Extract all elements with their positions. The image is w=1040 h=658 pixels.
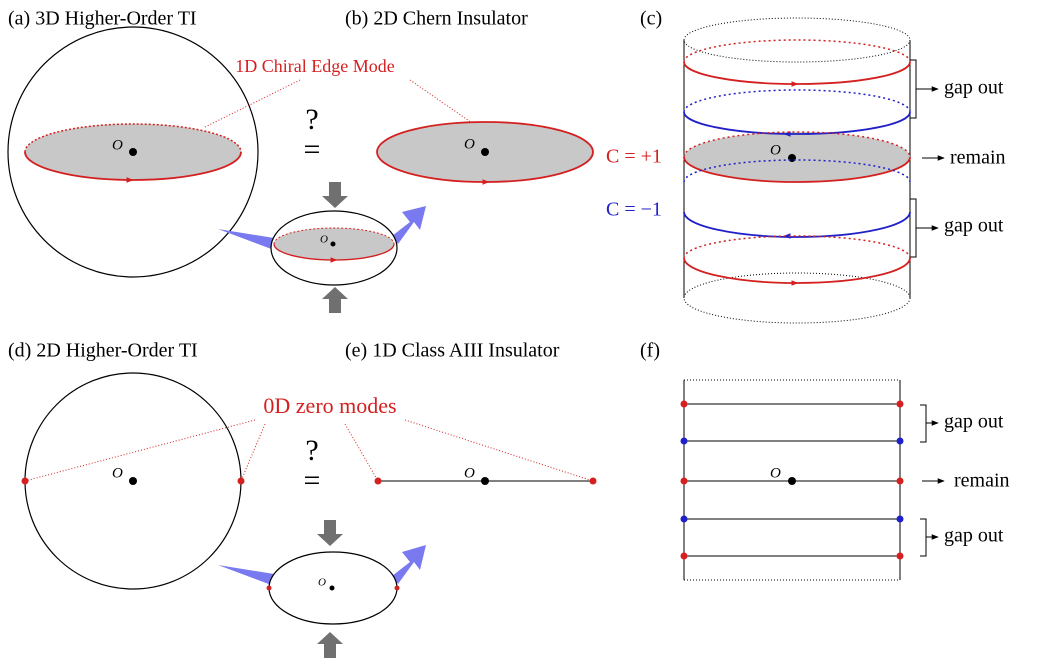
inset-a: O (218, 182, 426, 313)
origin-label: O (464, 136, 475, 152)
panel-b: O (377, 122, 593, 182)
panel-title: (a) 3D Higher-Order TI (8, 8, 197, 30)
inset-d: O (218, 520, 426, 658)
equals-sign: = (304, 133, 321, 166)
panel-title: (e) 1D Class AIII Insulator (345, 340, 560, 362)
annotation: 0D zero modes (263, 393, 396, 418)
panel-c: O C = +1 C = −1 gap out remain gap out (606, 18, 1006, 323)
panel-title: (f) (640, 340, 660, 362)
layer-state: remain (950, 147, 1006, 169)
figure: (a) 3D Higher-Order TI (b) 2D Chern Insu… (0, 0, 1040, 658)
origin-label: O (320, 234, 328, 246)
origin-label: O (112, 137, 123, 153)
layer-state: gap out (944, 411, 1004, 433)
origin-label: O (770, 142, 781, 158)
panel-title: (c) (640, 8, 662, 30)
origin-label: O (112, 465, 123, 481)
layer-state: remain (954, 470, 1010, 492)
panel-title: (d) 2D Higher-Order TI (8, 340, 198, 362)
origin-label: O (318, 577, 326, 589)
question-mark: ? (305, 103, 318, 136)
question-mark: ? (305, 434, 318, 467)
chern-number: C = −1 (606, 199, 662, 221)
layer-state: gap out (944, 215, 1004, 237)
origin-label: O (464, 465, 475, 481)
panel-f: O gap out remain gap out (681, 380, 1010, 580)
layer-state: gap out (944, 77, 1004, 99)
panel-a: O (8, 27, 258, 277)
layer-state: gap out (944, 525, 1004, 547)
origin-label: O (770, 465, 781, 481)
panel-title: (b) 2D Chern Insulator (345, 8, 528, 30)
panel-e: O (375, 465, 597, 485)
annotation: 1D Chiral Edge Mode (235, 56, 394, 76)
panel-d: O (22, 373, 245, 589)
chern-number: C = +1 (606, 146, 662, 168)
equals-sign: = (304, 464, 321, 497)
